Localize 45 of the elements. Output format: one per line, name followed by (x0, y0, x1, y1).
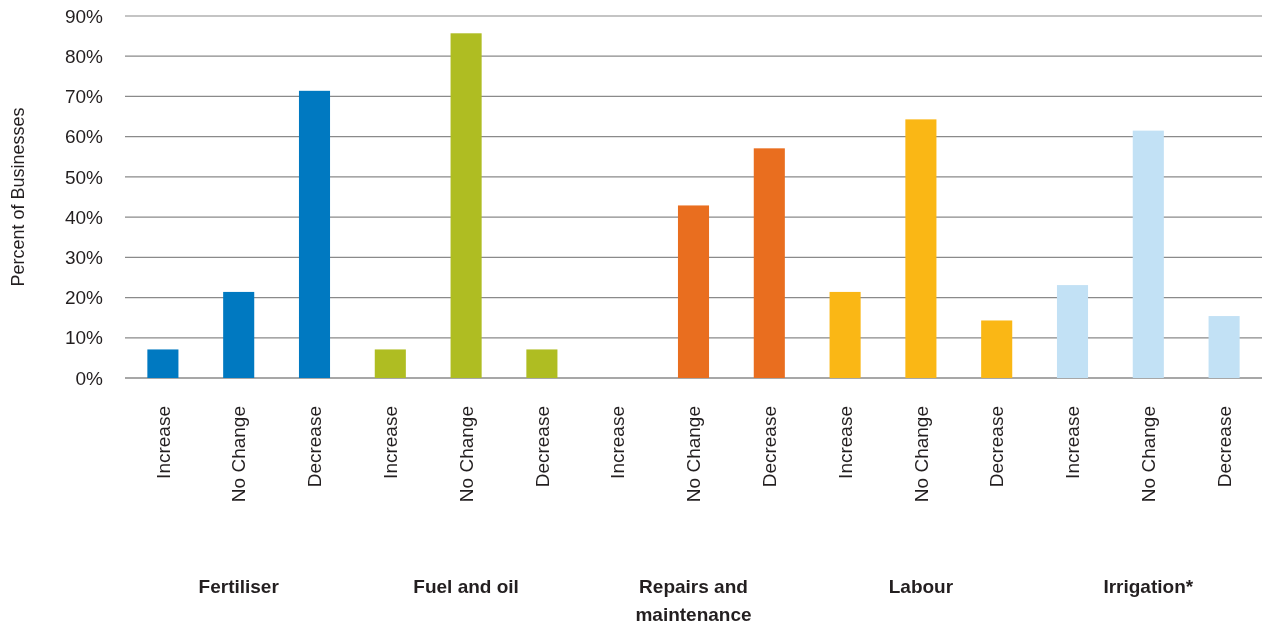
text: Irrigation* (1103, 576, 1194, 597)
bar (1208, 316, 1240, 378)
x-tick-label: No Change (455, 406, 477, 503)
y-tick-label: 20% (64, 287, 104, 309)
bar (905, 119, 937, 378)
x-tick-label: Decrease (1213, 406, 1235, 488)
bar (677, 205, 710, 378)
text: Fuel and oil (413, 576, 519, 597)
x-tick-label: Increase (834, 406, 856, 479)
bar (1056, 285, 1089, 378)
x-tick-label: No Change (910, 406, 932, 503)
x-tick-label: No Change (228, 406, 250, 503)
x-tick-label: Increase (379, 406, 401, 479)
text: Fertiliser (198, 576, 280, 597)
x-tick-label: Increase (607, 406, 629, 479)
y-tick-label: 30% (64, 246, 104, 268)
x-tick-label: No Change (1137, 406, 1159, 503)
bar (147, 349, 179, 378)
y-tick-label: 10% (64, 327, 104, 349)
text: Labour (888, 576, 954, 597)
bar (374, 349, 406, 378)
bar (829, 291, 861, 378)
y-tick-label: 80% (64, 45, 104, 67)
y-tick-label: 0% (75, 367, 104, 389)
x-tick-label: No Change (683, 406, 705, 503)
y-tick-label: 40% (64, 206, 104, 228)
y-tick-label: 70% (64, 86, 104, 108)
bar (298, 90, 331, 378)
bar (1132, 130, 1164, 378)
x-tick-label: Decrease (986, 406, 1008, 488)
bar (223, 291, 255, 378)
text: Repairs and maintenance (635, 576, 752, 625)
x-tick-label: Decrease (531, 406, 553, 488)
x-tick-label: Increase (1062, 406, 1084, 479)
y-tick-label: 90% (64, 5, 104, 27)
x-tick-label: Increase (152, 406, 174, 479)
bar (753, 148, 785, 378)
bar (981, 320, 1013, 378)
bar (450, 33, 482, 378)
bar (526, 349, 558, 378)
y-tick-label: 50% (64, 166, 104, 188)
y-axis-title: Percent of Businesses (8, 107, 28, 287)
x-tick-label: Decrease (758, 406, 780, 488)
y-tick-label: 60% (64, 126, 104, 148)
x-tick-label: Decrease (304, 406, 326, 488)
